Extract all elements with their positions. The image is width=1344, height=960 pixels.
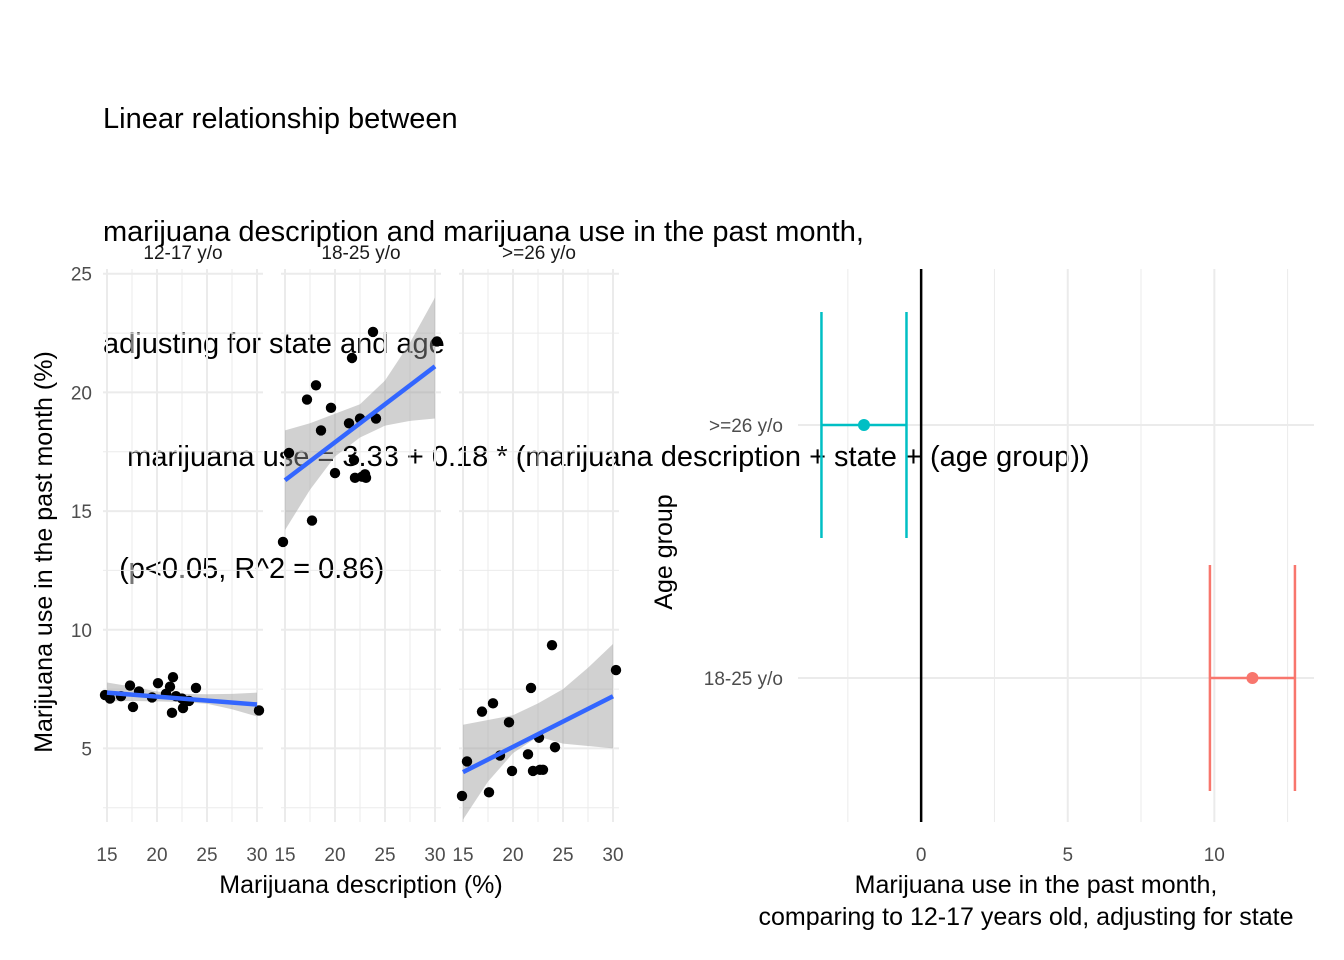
- data-point: [343, 418, 355, 429]
- data-point: [283, 447, 295, 459]
- data-point: [177, 702, 189, 714]
- regression-line: [106, 690, 258, 707]
- data-point: [476, 706, 488, 717]
- data-point: [367, 326, 379, 338]
- y-tick-label: 5: [81, 739, 92, 760]
- data-point: [315, 425, 327, 436]
- data-point: [522, 749, 534, 760]
- facet-strip-label: >=26 y/o: [502, 243, 576, 264]
- estimate-18-25: [1208, 565, 1297, 791]
- x-tick-label: 10: [1204, 845, 1225, 866]
- data-point: [549, 742, 561, 753]
- data-point: [546, 639, 558, 651]
- y-tick-label: 15: [71, 502, 92, 523]
- data-point: [346, 352, 358, 364]
- title-line-2: marijuana description and marijuana use …: [103, 215, 864, 248]
- data-point: [152, 677, 164, 689]
- regression-line: [283, 364, 437, 483]
- title-line-1: Linear relationship between: [103, 103, 458, 135]
- facet-panel-2: 18-25 y/o 15 20 25 30: [274, 243, 445, 866]
- title-line-4: marijuana use = 3.33 + 0.18 * (marijuana…: [103, 440, 1090, 473]
- point-estimate: [857, 419, 870, 431]
- data-point: [164, 681, 176, 692]
- x-tick-label: 25: [196, 845, 217, 866]
- data-point: [487, 698, 499, 709]
- y-tick-label: >=26 y/o: [709, 416, 783, 437]
- data-point: [483, 787, 495, 798]
- x-tick-label: 25: [374, 845, 395, 866]
- x-tick-label: 20: [502, 845, 523, 866]
- title-line-5: (p<0.05, R^2 = 0.86): [103, 553, 385, 585]
- facet-strip-label: 12-17 y/o: [143, 243, 222, 264]
- data-point: [503, 717, 515, 728]
- data-point: [253, 705, 265, 716]
- data-point: [506, 765, 518, 777]
- data-point: [610, 664, 622, 676]
- x-tick-label: 0: [916, 845, 927, 866]
- data-point: [277, 536, 289, 548]
- data-point: [301, 394, 313, 405]
- point-estimate: [1246, 672, 1259, 684]
- y-tick-label: 20: [71, 383, 92, 404]
- data-point: [525, 682, 537, 694]
- x-tick-label: 15: [274, 845, 295, 866]
- x-tick-label: 15: [452, 845, 473, 866]
- x-axis-title-line-2: comparing to 12-17 years old, adjusting …: [758, 903, 1293, 931]
- facet-strip-label: 18-25 y/o: [321, 243, 400, 264]
- data-point: [431, 336, 443, 347]
- facet-panel-3: >=26 y/o 15 20 25 30: [452, 243, 623, 866]
- data-point: [127, 701, 139, 713]
- y-tick-label: 18-25 y/o: [704, 669, 783, 690]
- y-tick-label: 25: [71, 265, 92, 286]
- data-point: [370, 413, 382, 424]
- chart-title: Linear relationship between marijuana de…: [103, 26, 1090, 626]
- data-point: [360, 472, 372, 484]
- data-point: [104, 693, 116, 704]
- data-point: [461, 756, 473, 767]
- data-point: [166, 707, 178, 719]
- data-point: [329, 467, 341, 479]
- x-tick-label: 25: [552, 845, 573, 866]
- x-tick-label: 5: [1062, 845, 1073, 866]
- x-tick-label: 30: [424, 845, 445, 866]
- data-point: [306, 515, 318, 526]
- y-axis-title: Marijuana use in the past month (%): [30, 351, 58, 753]
- y-tick-label: 10: [71, 621, 92, 642]
- x-axis-title: Marijuana description (%): [219, 871, 502, 899]
- data-point: [325, 402, 337, 414]
- x-axis-title-line-1: Marijuana use in the past month,: [855, 871, 1218, 899]
- x-tick-label: 30: [602, 845, 623, 866]
- x-tick-label: 15: [96, 845, 117, 866]
- forest-plot: 18-25 y/o >=26 y/o 0 5 10 Marijuana use in th…: [650, 269, 1314, 931]
- estimate-ge26: [820, 312, 908, 538]
- data-point: [167, 672, 179, 683]
- x-tick-label: 30: [246, 845, 267, 866]
- y-axis-title: Age group: [650, 494, 678, 609]
- x-tick-label: 20: [324, 845, 345, 866]
- regression-line: [461, 694, 615, 775]
- data-point: [348, 454, 360, 466]
- data-point: [124, 680, 136, 691]
- data-point: [456, 790, 468, 802]
- data-point: [310, 380, 322, 391]
- data-point: [537, 764, 549, 775]
- x-tick-label: 20: [146, 845, 167, 866]
- data-point: [190, 682, 202, 694]
- facet-panel-1: 12-17 y/o 15 20 25 30: [96, 243, 267, 866]
